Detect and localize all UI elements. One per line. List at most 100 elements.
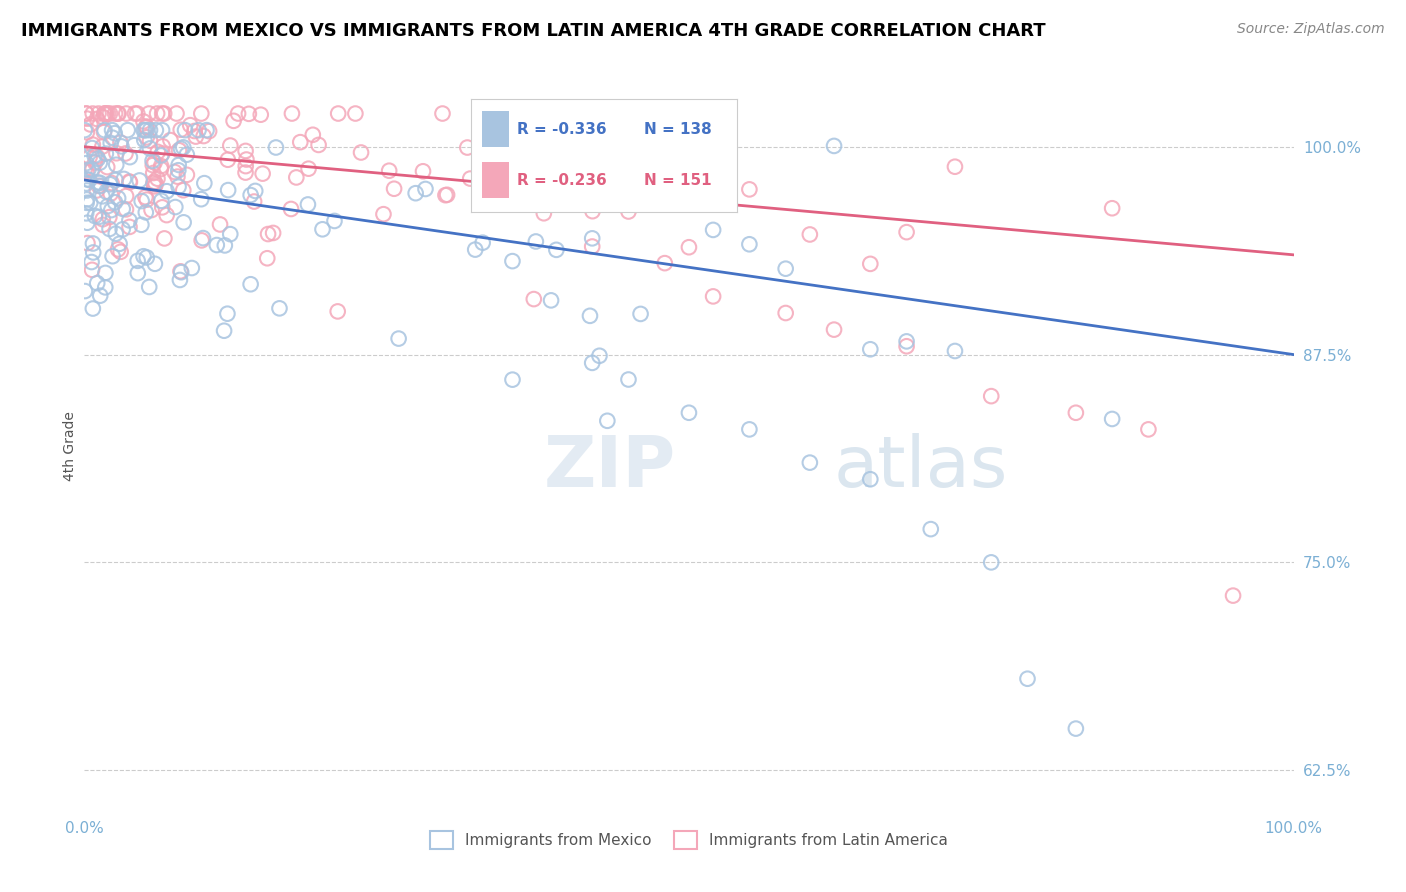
Point <box>139 123 162 137</box>
Point <box>823 139 845 153</box>
Point <box>110 139 132 153</box>
Point <box>75 106 97 120</box>
Point <box>1101 412 1123 426</box>
Point <box>117 123 139 137</box>
Point <box>97 199 120 213</box>
Point <box>170 122 193 136</box>
Legend: Immigrants from Mexico, Immigrants from Latin America: Immigrants from Mexico, Immigrants from … <box>423 824 955 855</box>
Point <box>198 124 221 138</box>
Point <box>654 256 676 270</box>
Point <box>502 373 524 387</box>
Point <box>859 472 882 486</box>
Point <box>388 332 411 346</box>
Point <box>143 175 166 189</box>
Point <box>153 106 176 120</box>
Point <box>280 202 302 216</box>
Point <box>219 227 242 241</box>
Point <box>98 222 121 236</box>
Point <box>501 106 523 120</box>
Point <box>775 261 797 276</box>
Point <box>76 112 98 126</box>
Point <box>135 123 157 137</box>
Point <box>91 110 114 124</box>
Point <box>859 343 882 357</box>
Point <box>98 178 121 192</box>
Point <box>630 307 652 321</box>
Point <box>678 240 700 254</box>
Point <box>557 164 579 178</box>
Point <box>96 106 118 120</box>
Point <box>464 243 486 257</box>
Point <box>193 129 215 144</box>
Point <box>139 141 162 155</box>
Point <box>256 252 278 266</box>
Point <box>235 153 257 167</box>
Point <box>118 175 141 189</box>
Point <box>76 216 98 230</box>
Point <box>980 555 1002 569</box>
Point <box>112 172 135 186</box>
Point <box>91 212 114 227</box>
Point <box>249 108 271 122</box>
Point <box>190 233 212 247</box>
Point <box>87 152 110 166</box>
Text: Source: ZipAtlas.com: Source: ZipAtlas.com <box>1237 22 1385 37</box>
Point <box>536 106 558 120</box>
Point <box>169 264 191 278</box>
Point <box>588 349 610 363</box>
Point <box>114 146 136 161</box>
Point <box>243 194 266 209</box>
Point <box>75 206 97 220</box>
Point <box>145 123 167 137</box>
Point <box>262 226 284 240</box>
Point <box>943 160 966 174</box>
Point <box>195 123 218 137</box>
Point <box>142 166 165 180</box>
Point <box>153 231 176 245</box>
Point <box>576 158 599 172</box>
Point <box>134 133 156 147</box>
Point <box>738 422 761 436</box>
Point <box>523 292 546 306</box>
Point <box>799 456 821 470</box>
Point <box>150 194 173 208</box>
Point <box>569 151 592 165</box>
Point <box>76 165 98 179</box>
Point <box>150 146 173 161</box>
Point <box>80 255 103 269</box>
Point <box>127 266 149 280</box>
Point <box>239 277 262 292</box>
Point <box>166 169 188 184</box>
Point <box>135 205 157 219</box>
Point <box>149 161 172 176</box>
Point <box>132 249 155 263</box>
Point <box>75 106 97 120</box>
Point <box>165 200 187 214</box>
Point <box>84 155 107 169</box>
Point <box>1017 672 1039 686</box>
Point <box>87 106 110 120</box>
Point <box>83 149 105 163</box>
Point <box>344 106 367 120</box>
Point <box>75 177 97 191</box>
Point <box>100 186 122 201</box>
Point <box>96 160 118 174</box>
Point <box>94 266 117 280</box>
Point <box>110 136 132 150</box>
Point <box>373 207 395 221</box>
Point <box>100 176 122 190</box>
Point <box>738 182 761 196</box>
Point <box>1101 201 1123 215</box>
Point <box>257 227 280 241</box>
Point <box>235 144 257 158</box>
Point <box>87 210 110 224</box>
Point <box>859 257 882 271</box>
Point <box>432 106 454 120</box>
Point <box>122 138 145 153</box>
Point <box>290 135 312 149</box>
Point <box>73 284 96 298</box>
Point <box>82 245 104 260</box>
Point <box>172 183 194 197</box>
Point <box>118 175 141 189</box>
Point <box>219 138 242 153</box>
